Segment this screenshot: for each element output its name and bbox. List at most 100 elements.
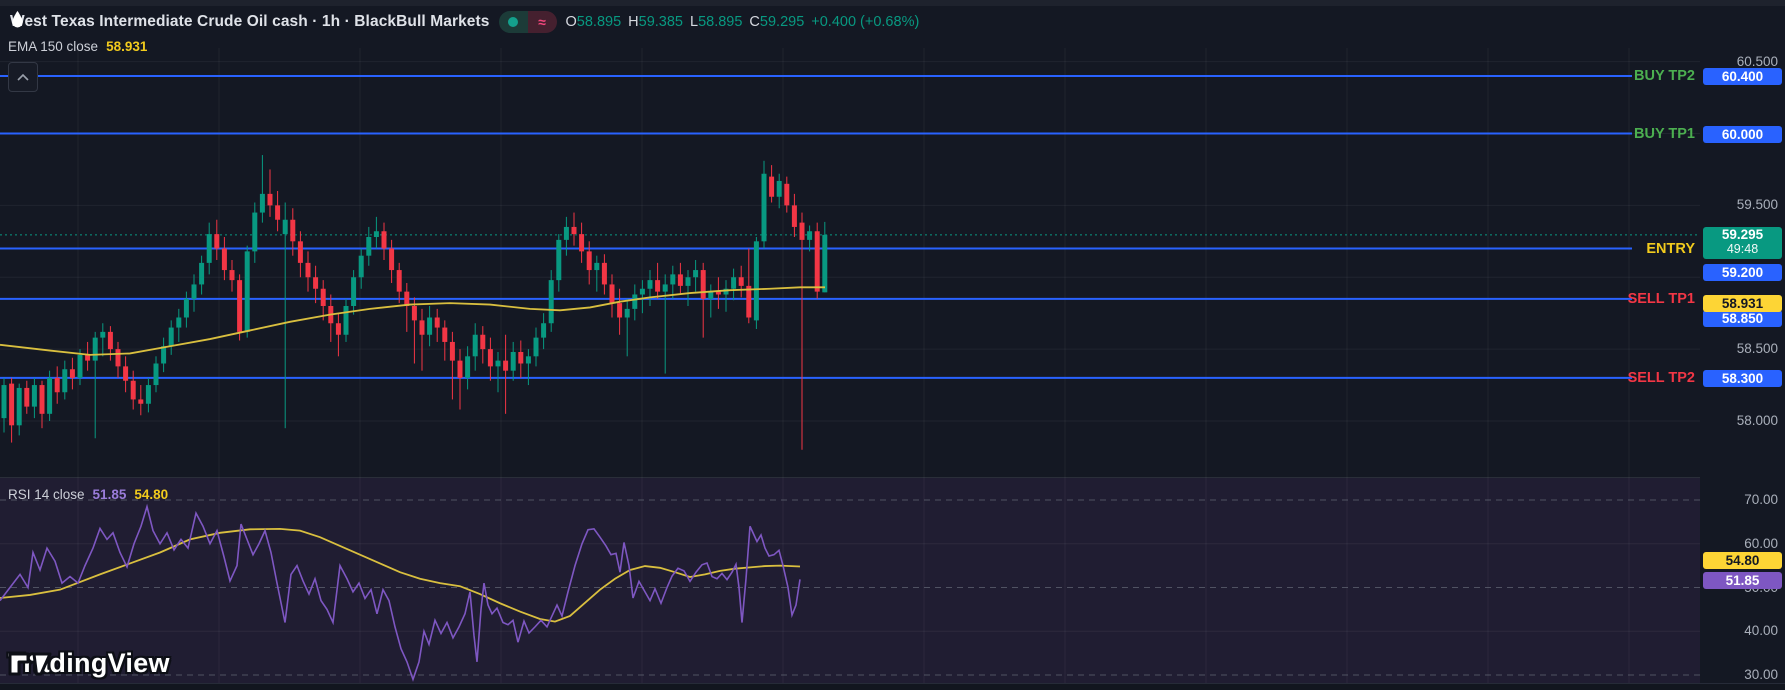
rsi-line[interactable]	[0, 503, 801, 682]
candle	[351, 277, 357, 306]
level-price-badge[interactable]: 60.400	[1703, 67, 1782, 85]
candle	[214, 234, 220, 249]
candle	[161, 346, 167, 364]
rsi-ma-legend-value: 54.80	[134, 487, 169, 502]
level-label-sell-tp1: SELL TP1	[1627, 290, 1695, 307]
candle	[237, 280, 243, 332]
candle	[290, 219, 296, 242]
candle	[442, 327, 448, 342]
collapse-pane-button[interactable]	[8, 62, 38, 92]
rsi-value-badge: 51.85	[1703, 571, 1782, 589]
candle	[24, 387, 30, 407]
candle	[39, 385, 45, 414]
candle	[62, 369, 68, 393]
candle	[457, 360, 463, 378]
candle	[153, 363, 159, 386]
strategy-level-lines[interactable]	[0, 75, 1632, 379]
candle	[206, 234, 212, 263]
ema-150-line[interactable]	[0, 286, 825, 356]
candle	[92, 337, 98, 361]
level-price-badge[interactable]: 58.300	[1703, 369, 1782, 387]
candle	[366, 237, 372, 256]
symbol-title[interactable]: West Texas Intermediate Crude Oil cash ·…	[10, 13, 490, 30]
candle	[229, 270, 235, 281]
candle	[708, 291, 714, 299]
rsi-pane-background	[0, 477, 1700, 683]
level-label-entry: ENTRY	[1646, 240, 1695, 257]
level-price-badge[interactable]: 59.200	[1703, 264, 1782, 281]
current-price-value: 59.295	[1721, 226, 1764, 242]
candle	[738, 277, 744, 286]
candle	[252, 212, 258, 252]
candle	[313, 277, 319, 289]
oil-drop-icon	[12, 10, 23, 28]
candle	[123, 366, 129, 381]
candle	[541, 323, 547, 338]
rsi-ma-line[interactable]	[0, 527, 801, 623]
candle	[305, 262, 311, 278]
candle	[85, 354, 91, 361]
candle	[715, 291, 721, 295]
candle	[525, 356, 531, 364]
ema-legend[interactable]: EMA 150 close 58.931	[8, 39, 147, 54]
rsi-axis-tick: 70.00	[1744, 492, 1778, 507]
symbol-header[interactable]: West Texas Intermediate Crude Oil cash ·…	[10, 10, 919, 34]
candle	[16, 387, 22, 426]
candle	[244, 251, 250, 332]
candle	[31, 385, 37, 407]
candle	[107, 331, 113, 350]
tradingview-logo[interactable]: TradingView	[8, 648, 170, 679]
candle	[465, 356, 471, 378]
candle	[556, 239, 562, 281]
level-price-badge[interactable]: 58.850	[1703, 310, 1782, 327]
candle	[662, 284, 668, 292]
candle	[472, 334, 478, 357]
candle	[168, 327, 174, 347]
candle	[267, 193, 273, 206]
candle	[601, 262, 607, 285]
candle	[571, 226, 577, 235]
candle	[693, 270, 699, 278]
status-pills[interactable]: ≈	[498, 11, 557, 33]
close-value: 59.295	[759, 14, 805, 30]
chevron-up-icon	[17, 73, 29, 81]
grid-lines	[0, 48, 1700, 683]
candle	[761, 173, 767, 242]
rsi-legend[interactable]: RSI 14 close 51.85 54.80	[8, 487, 168, 502]
candle	[677, 274, 683, 286]
candle	[746, 285, 752, 318]
candle	[419, 320, 425, 335]
open-value: 58.895	[576, 14, 622, 30]
candle	[358, 255, 364, 278]
current-price-badge[interactable]: 59.295 49:48	[1703, 226, 1782, 259]
candle	[579, 234, 585, 252]
candle	[100, 331, 106, 338]
candle	[320, 288, 326, 306]
window-top-strip	[0, 0, 1785, 6]
approx-data-icon[interactable]: ≈	[527, 11, 557, 33]
rsi-legend-label: RSI 14 close	[8, 487, 85, 502]
candle	[624, 308, 630, 318]
tradingview-logo-icon	[8, 652, 52, 676]
candle	[1, 385, 7, 419]
candle	[404, 291, 410, 306]
candle	[495, 360, 501, 367]
candle	[449, 341, 455, 361]
price-axis-tick: 58.500	[1736, 341, 1778, 357]
level-price-badge[interactable]: 60.000	[1703, 125, 1782, 143]
candlestick-series	[1, 155, 828, 450]
candle	[632, 294, 638, 309]
candle	[115, 349, 121, 367]
price-axis-tick: 58.000	[1736, 413, 1778, 428]
candle	[275, 205, 281, 220]
candle	[259, 193, 265, 213]
market-open-icon[interactable]	[498, 11, 528, 33]
candle	[130, 380, 136, 400]
candle	[723, 288, 729, 295]
candle	[822, 234, 828, 293]
candle	[381, 231, 387, 249]
candle	[685, 277, 691, 286]
candle	[138, 399, 144, 404]
